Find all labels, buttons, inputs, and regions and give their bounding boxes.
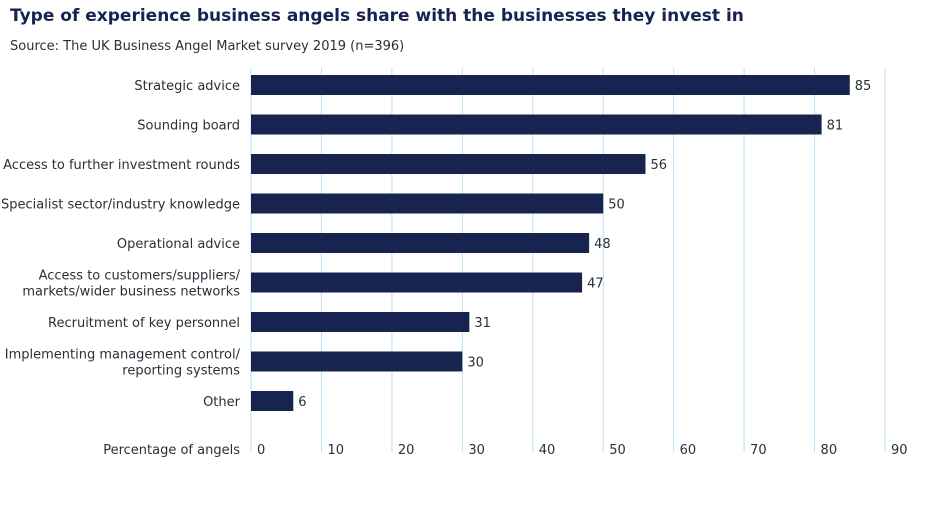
category-label: Access to further investment rounds: [3, 158, 240, 173]
data-label: 50: [608, 198, 625, 213]
data-label: 56: [650, 158, 667, 173]
data-label: 6: [298, 395, 306, 410]
x-tick-label: 60: [680, 443, 697, 458]
x-tick-label: 80: [821, 443, 838, 458]
category-label: Other: [203, 395, 241, 410]
bar: [251, 272, 583, 293]
category-label: Strategic advice: [134, 79, 240, 94]
chart-subtitle: Source: The UK Business Angel Market sur…: [10, 39, 405, 54]
bar: [251, 114, 822, 135]
bar: [251, 193, 604, 214]
data-label: 47: [587, 277, 604, 292]
chart-title: Type of experience business angels share…: [10, 6, 744, 26]
category-label: Sounding board: [137, 119, 240, 134]
bar: [251, 233, 590, 253]
x-tick-label: 50: [609, 443, 626, 458]
bar: [251, 154, 646, 174]
data-label: 31: [474, 316, 491, 331]
data-label: 81: [827, 119, 844, 134]
x-tick-label: 40: [539, 443, 556, 458]
x-axis-label: Percentage of angels: [103, 443, 240, 458]
x-tick-label: 10: [327, 443, 344, 458]
data-label: 85: [855, 79, 872, 94]
x-tick-label: 20: [398, 443, 415, 458]
category-label: Operational advice: [117, 237, 240, 252]
bar: [251, 75, 850, 95]
bar: [251, 391, 294, 411]
x-tick-label: 90: [891, 443, 908, 458]
category-label: Access to customers/suppliers/markets/wi…: [22, 269, 240, 300]
data-label: 48: [594, 237, 611, 252]
x-tick-label: 70: [750, 443, 767, 458]
bar: [251, 351, 463, 372]
data-label: 30: [467, 356, 484, 371]
category-label: Implementing management control/reportin…: [5, 348, 241, 379]
bar: [251, 312, 470, 332]
category-label: Specialist sector/industry knowledge: [1, 198, 240, 213]
x-tick-label: 0: [257, 443, 265, 458]
category-label: Recruitment of key personnel: [48, 316, 240, 331]
x-tick-label: 30: [468, 443, 485, 458]
